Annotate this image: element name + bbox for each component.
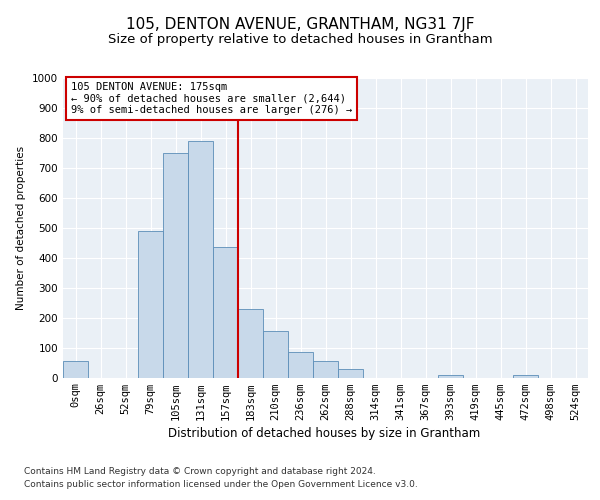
- Bar: [289, 352, 313, 378]
- Bar: [338, 368, 362, 378]
- Bar: [263, 331, 287, 378]
- Y-axis label: Number of detached properties: Number of detached properties: [16, 146, 26, 310]
- Bar: [238, 308, 263, 378]
- Bar: [214, 247, 238, 378]
- Bar: [163, 152, 188, 378]
- Bar: [514, 374, 538, 378]
- Text: Contains public sector information licensed under the Open Government Licence v3: Contains public sector information licen…: [24, 480, 418, 489]
- Text: 105, DENTON AVENUE, GRANTHAM, NG31 7JF: 105, DENTON AVENUE, GRANTHAM, NG31 7JF: [126, 18, 474, 32]
- Bar: [313, 361, 338, 378]
- Text: Size of property relative to detached houses in Grantham: Size of property relative to detached ho…: [107, 32, 493, 46]
- Text: Contains HM Land Registry data © Crown copyright and database right 2024.: Contains HM Land Registry data © Crown c…: [24, 468, 376, 476]
- Text: 105 DENTON AVENUE: 175sqm
← 90% of detached houses are smaller (2,644)
9% of sem: 105 DENTON AVENUE: 175sqm ← 90% of detac…: [71, 82, 352, 115]
- Bar: [139, 230, 163, 378]
- Bar: [439, 374, 463, 378]
- Bar: [64, 361, 88, 378]
- Text: Distribution of detached houses by size in Grantham: Distribution of detached houses by size …: [168, 428, 480, 440]
- Bar: [188, 140, 212, 378]
